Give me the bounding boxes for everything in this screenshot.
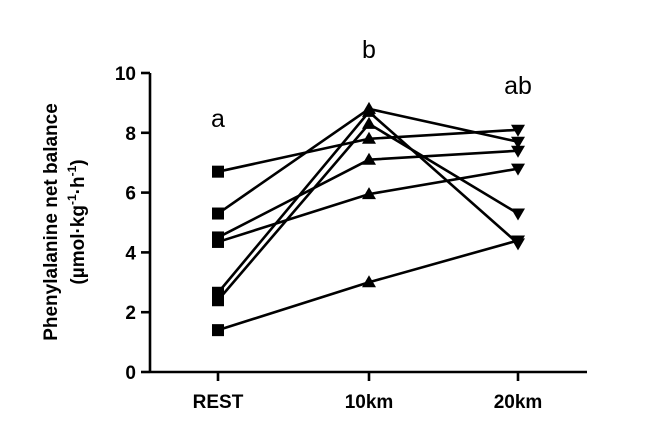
y-axis-title-line1: Phenylalanine net balance	[41, 103, 62, 341]
data-point-triangle-up	[362, 104, 376, 117]
x-tick-label: 20km	[494, 392, 543, 413]
data-point-triangle-down	[511, 145, 525, 158]
y-tick-label: 8	[125, 124, 136, 145]
y-axis-title-segment: ·h	[68, 176, 89, 194]
data-point-triangle-up	[362, 116, 376, 129]
data-point-triangle-up	[362, 152, 376, 165]
data-point-triangle-down	[511, 208, 525, 221]
y-axis-title-segment: )	[68, 159, 89, 165]
y-axis-title-superscript: -1	[65, 165, 79, 176]
data-point-triangle-up	[362, 275, 376, 288]
y-tick-label: 6	[125, 184, 136, 205]
data-point-square	[212, 165, 224, 178]
y-tick-label: 10	[115, 64, 136, 85]
y-tick-label: 4	[125, 243, 136, 264]
data-point-triangle-down	[511, 136, 525, 149]
y-axis-title-superscript: -1	[65, 194, 79, 205]
data-point-square	[212, 294, 224, 307]
data-point-triangle-down	[511, 163, 525, 176]
markers	[212, 101, 525, 337]
x-tick-label: 10km	[345, 392, 394, 413]
y-ticks: 0 2 4 6 8 10	[115, 64, 150, 384]
y-tick-label: 0	[125, 363, 136, 384]
significance-label: ab	[504, 72, 532, 100]
data-point-triangle-up	[362, 131, 376, 144]
y-axis-title-line2: (µmol·kg-1·h-1)	[65, 159, 89, 284]
data-point-square	[212, 324, 224, 337]
significance-label: b	[362, 36, 376, 64]
data-point-triangle-down	[511, 235, 525, 248]
data-point-square	[212, 235, 224, 248]
data-point-square	[212, 207, 224, 220]
y-tick-label: 2	[125, 303, 136, 324]
x-ticks: REST 10km 20km	[193, 372, 543, 413]
data-point-triangle-down	[511, 124, 525, 137]
data-point-triangle-up	[362, 187, 376, 200]
y-axis-title-segment: (µmol·kg	[68, 205, 89, 285]
series-line	[217, 122, 519, 302]
significance-label: a	[211, 105, 225, 133]
x-tick-label: REST	[193, 392, 244, 413]
